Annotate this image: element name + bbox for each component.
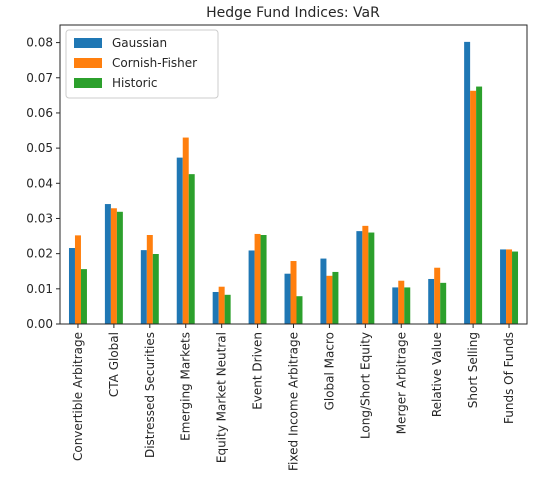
x-tick-label: Long/Short Equity [358, 332, 372, 439]
x-tick-label: Emerging Markets [179, 332, 193, 441]
bar-historic-0 [80, 269, 87, 324]
y-tick-label: 0.03 [26, 211, 53, 225]
y-tick-label: 0.04 [26, 176, 53, 190]
legend-box [65, 29, 219, 99]
legend-label: Cornish-Fisher [112, 56, 197, 70]
x-tick-label: Convertible Arbitrage [71, 332, 85, 461]
bar-gaussian-3 [176, 157, 183, 324]
bar-historic-3 [188, 174, 195, 324]
x-tick-label: Distressed Securities [143, 332, 157, 458]
legend-swatch [74, 38, 102, 48]
bar-cornish-fisher-3 [182, 137, 189, 324]
y-tick-label: 0.02 [26, 247, 53, 261]
legend: Gaussian Cornish-Fisher Historic [65, 29, 219, 99]
bar-historic-11 [476, 86, 483, 324]
y-axis: 0.00 0.01 0.02 0.03 0.04 0.05 0.06 0.07 0.08 [26, 36, 60, 331]
bar-gaussian-1 [104, 204, 111, 324]
y-tick-label: 0.08 [26, 36, 53, 50]
bar-cornish-fisher-10 [434, 267, 441, 324]
y-tick-label: 0.05 [26, 141, 53, 155]
bar-historic-2 [152, 254, 159, 324]
chart-title: Hedge Fund Indices: VaR [206, 5, 380, 21]
bar-gaussian-0 [68, 248, 75, 324]
bar-historic-4 [224, 294, 231, 324]
x-axis: Convertible Arbitrage CTA Global Distresse… [71, 324, 516, 471]
legend-swatch [74, 78, 102, 88]
bar-historic-12 [512, 251, 519, 324]
x-tick-label: Equity Market Neutral [215, 332, 229, 463]
bar-historic-1 [116, 211, 123, 324]
bar-cornish-fisher-0 [74, 235, 81, 324]
bar-cornish-fisher-2 [146, 235, 153, 324]
x-tick-label: Funds Of Funds [502, 332, 516, 424]
bar-cornish-fisher-6 [290, 261, 297, 324]
bar-historic-10 [440, 282, 447, 324]
x-tick-label: Merger Arbitrage [394, 332, 408, 434]
bar-cornish-fisher-7 [326, 275, 333, 324]
bars-group [68, 41, 519, 324]
bar-cornish-fisher-11 [470, 90, 477, 324]
bar-historic-5 [260, 235, 267, 324]
y-tick-label: 0.06 [26, 106, 53, 120]
bar-cornish-fisher-8 [362, 225, 369, 324]
bar-cornish-fisher-9 [398, 280, 405, 324]
bar-cornish-fisher-12 [506, 249, 513, 324]
bar-historic-9 [404, 287, 411, 324]
bar-gaussian-8 [356, 231, 363, 324]
legend-label: Gaussian [112, 36, 167, 50]
bar-historic-8 [368, 232, 375, 324]
bar-gaussian-2 [140, 250, 147, 324]
x-tick-label: Relative Value [430, 332, 444, 417]
x-tick-label: Event Driven [251, 332, 265, 410]
bar-cornish-fisher-4 [218, 286, 225, 324]
x-tick-label: Short Selling [466, 332, 480, 408]
bar-cornish-fisher-1 [110, 208, 117, 324]
bar-gaussian-4 [212, 291, 219, 324]
plot-frame [59, 24, 528, 325]
legend-swatch [74, 58, 102, 68]
x-tick-label: Global Macro [322, 332, 336, 410]
x-tick-label: CTA Global [107, 332, 121, 397]
bar-gaussian-12 [500, 249, 507, 324]
bar-historic-6 [296, 296, 303, 324]
bar-gaussian-5 [248, 250, 255, 324]
y-tick-label: 0.07 [26, 71, 53, 85]
bar-gaussian-7 [320, 258, 327, 324]
bar-gaussian-9 [392, 287, 399, 324]
y-tick-label: 0.01 [26, 282, 53, 296]
y-tick-label: 0.00 [26, 317, 53, 331]
bar-gaussian-6 [284, 273, 291, 324]
bar-gaussian-10 [428, 278, 435, 324]
legend-label: Historic [112, 76, 158, 90]
bar-cornish-fisher-5 [254, 233, 261, 324]
bar-gaussian-11 [464, 41, 471, 324]
x-tick-label: Fixed Income Arbitrage [287, 332, 301, 471]
bar-historic-7 [332, 271, 339, 324]
